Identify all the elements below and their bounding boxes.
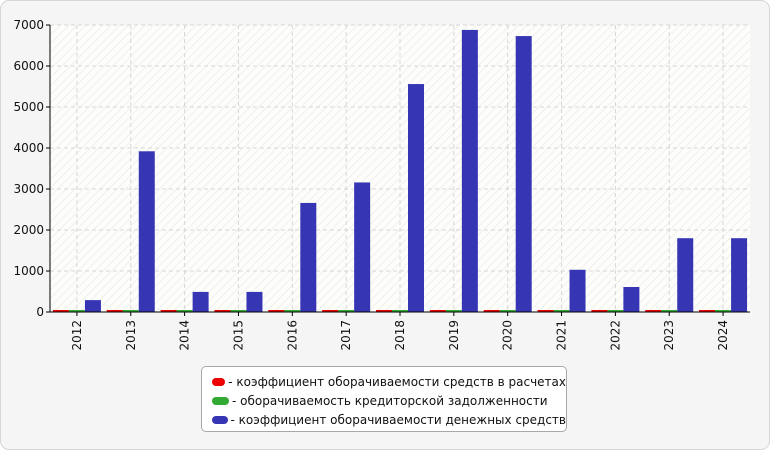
legend-label: - оборачиваемость кредиторской задолженн… (232, 393, 548, 408)
legend-label: - коэффициент оборачиваемости средств в … (228, 374, 566, 389)
gridlines (50, 24, 750, 312)
legend-item-payables: - оборачиваемость кредиторской задолженн… (212, 391, 566, 410)
bar (192, 291, 209, 312)
bar (483, 310, 500, 312)
bar (607, 310, 624, 312)
legend-swatch-green (212, 396, 229, 405)
bar (52, 310, 69, 312)
bars (52, 29, 748, 312)
bar (537, 310, 554, 312)
bar (214, 310, 231, 312)
bar (392, 310, 408, 312)
legend-swatch-blue (212, 415, 228, 424)
bar (246, 291, 263, 312)
legend-swatch-red (212, 377, 226, 386)
bar (376, 310, 392, 312)
x-tick-label: 2017 (339, 320, 353, 351)
x-tick-labels: 2012 2013 2014 2015 2016 2017 2018 2019 2020 2021… (70, 320, 730, 351)
y-tick-label: 5000 (13, 100, 44, 114)
bar (699, 310, 716, 312)
bar (445, 310, 462, 312)
bar (176, 310, 193, 312)
x-tick-label: 2021 (555, 320, 569, 351)
bar (623, 286, 640, 312)
x-tick-label: 2024 (716, 320, 730, 351)
bar (160, 310, 177, 312)
y-tick-label: 6000 (13, 59, 44, 73)
bar (322, 310, 339, 312)
x-tick-label: 2016 (285, 320, 299, 351)
bar (354, 182, 371, 312)
legend-label: - коэффициент оборачиваемости денежных с… (230, 412, 567, 427)
x-tick-label: 2015 (231, 320, 245, 351)
bar (661, 310, 678, 312)
bar (300, 202, 317, 312)
y-tick-label: 7000 (13, 18, 44, 32)
bar (677, 238, 694, 312)
x-tick-label: 2023 (662, 320, 676, 351)
x-tick-label: 2020 (501, 320, 515, 351)
x-tick-label: 2012 (70, 320, 84, 351)
bar (553, 310, 570, 312)
bar (106, 310, 123, 312)
bar (569, 269, 586, 312)
bar (284, 310, 301, 312)
legend: - коэффициент оборачиваемости средств в … (201, 366, 567, 432)
x-tick-label: 2019 (447, 320, 461, 351)
bar (715, 310, 732, 312)
bar (731, 238, 748, 312)
y-tick-labels: 0 1000 2000 3000 4000 5000 6000 7000 (13, 18, 44, 319)
axes (46, 24, 750, 316)
bar (84, 300, 101, 312)
y-tick-label: 2000 (13, 223, 44, 237)
bar (230, 310, 247, 312)
bar (408, 84, 424, 312)
bar (68, 310, 85, 312)
bar (429, 310, 446, 312)
legend-item-receivables: - коэффициент оборачиваемости средств в … (212, 372, 566, 391)
x-tick-label: 2022 (608, 320, 622, 351)
bar (138, 151, 155, 312)
y-tick-label: 1000 (13, 264, 44, 278)
x-tick-label: 2013 (124, 320, 138, 351)
y-tick-label: 4000 (13, 141, 44, 155)
bar (461, 29, 478, 312)
x-tick-label: 2014 (178, 320, 192, 351)
bar (645, 310, 662, 312)
bar (515, 36, 532, 312)
bar (591, 310, 608, 312)
x-tick-label: 2018 (393, 320, 407, 351)
y-tick-label: 3000 (13, 182, 44, 196)
bar (338, 310, 355, 312)
y-tick-label: 0 (36, 305, 44, 319)
legend-item-cash: - коэффициент оборачиваемости денежных с… (212, 410, 566, 429)
bar (499, 310, 516, 312)
bar (122, 310, 139, 312)
bar (268, 310, 285, 312)
